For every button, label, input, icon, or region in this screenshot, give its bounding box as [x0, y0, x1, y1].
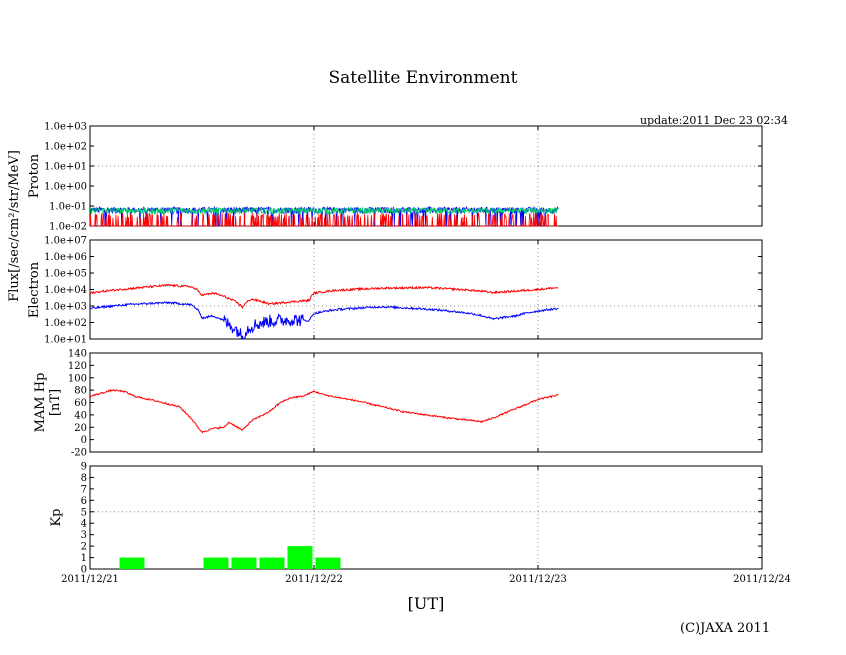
kp-bar — [315, 557, 341, 569]
x-tick-label: 2011/12/23 — [509, 574, 567, 585]
panel-frame — [89, 352, 763, 453]
x-tick-label: 2011/12/21 — [61, 574, 119, 585]
y-tick-label: 20 — [74, 423, 87, 434]
panel-proton: 1.0e-02 1.0e-01 1.0e+00 1.0e+01 1.0e+02 1.0e+… — [27, 122, 763, 233]
y-tick-label: 1.0e+02 — [44, 318, 87, 329]
y-tick-label: 80 — [74, 386, 87, 397]
series-proton-high — [89, 205, 559, 226]
copyright-label: (C)JAXA 2011 — [680, 621, 771, 636]
y-tick-label: -20 — [71, 448, 87, 459]
update-timestamp: update:2011 Dec 23 02:34 — [640, 114, 789, 127]
y-tick-label: 140 — [68, 349, 87, 360]
y-tick-label: 1.0e+03 — [44, 122, 87, 133]
y-axis-unit-label: [nT] — [48, 389, 63, 416]
kp-bar — [231, 557, 257, 569]
y-tick-label: 5 — [81, 507, 87, 518]
chart-title: Satellite Environment — [328, 68, 518, 88]
kp-bar — [259, 557, 285, 569]
series-proton-low — [89, 212, 559, 227]
kp-bar — [119, 557, 145, 569]
y-tick-label: 100 — [68, 373, 87, 384]
y-tick-label: 9 — [81, 462, 87, 473]
x-tick-label: 2011/12/22 — [285, 574, 343, 585]
y-tick-label: 8 — [81, 473, 87, 484]
panel-frame — [89, 239, 763, 340]
y-tick-label: 1.0e+07 — [44, 236, 87, 247]
series-hp — [89, 388, 559, 434]
y-tick-label: 60 — [74, 398, 87, 409]
panel-frame — [89, 465, 763, 570]
y-axis-label: Electron — [27, 261, 42, 318]
y-tick-label: 1 — [81, 553, 87, 564]
series-proton-mid — [89, 206, 559, 216]
y-tick-label: 40 — [74, 410, 87, 421]
y-tick-label: 1.0e-02 — [49, 222, 87, 233]
y-tick-label: 120 — [68, 361, 87, 372]
kp-bar — [203, 557, 229, 569]
y-tick-label: 1.0e+04 — [44, 285, 87, 296]
y-tick-label: 1.0e+03 — [44, 302, 87, 313]
y-tick-label: 1.0e+01 — [44, 335, 87, 346]
y-tick-label: 2 — [81, 542, 87, 553]
series-electron-red — [89, 283, 559, 309]
y-tick-label: 1.0e+01 — [44, 162, 87, 173]
kp-bar — [287, 546, 313, 569]
y-tick-label: 1.0e+00 — [44, 182, 87, 193]
y-axis-label: MAM Hp — [33, 373, 48, 433]
y-tick-label: 0 — [81, 435, 87, 446]
flux-shared-y-label: Flux[/sec/cm²/str/MeV] — [7, 150, 22, 302]
y-tick-label: 1.0e+02 — [44, 142, 87, 153]
y-tick-label: 0 — [81, 565, 87, 576]
x-axis-unit-label: [UT] — [407, 594, 445, 613]
y-tick-label: 1.0e+05 — [44, 269, 87, 280]
y-tick-label: 1.0e+06 — [44, 252, 87, 263]
y-axis-label: Kp — [49, 508, 64, 526]
y-tick-label: 3 — [81, 530, 87, 541]
y-tick-label: 7 — [81, 484, 87, 495]
y-tick-label: 6 — [81, 496, 87, 507]
panel-electron: 1.0e+01 1.0e+02 1.0e+03 1.0e+04 1.0e+05 1.0e+… — [27, 236, 763, 346]
y-axis-label: Proton — [27, 153, 42, 198]
y-tick-label: 1.0e-01 — [49, 202, 87, 213]
y-tick-label: 4 — [81, 519, 87, 530]
x-tick-label: 2011/12/24 — [733, 574, 791, 585]
series-electron-blue — [89, 301, 559, 340]
